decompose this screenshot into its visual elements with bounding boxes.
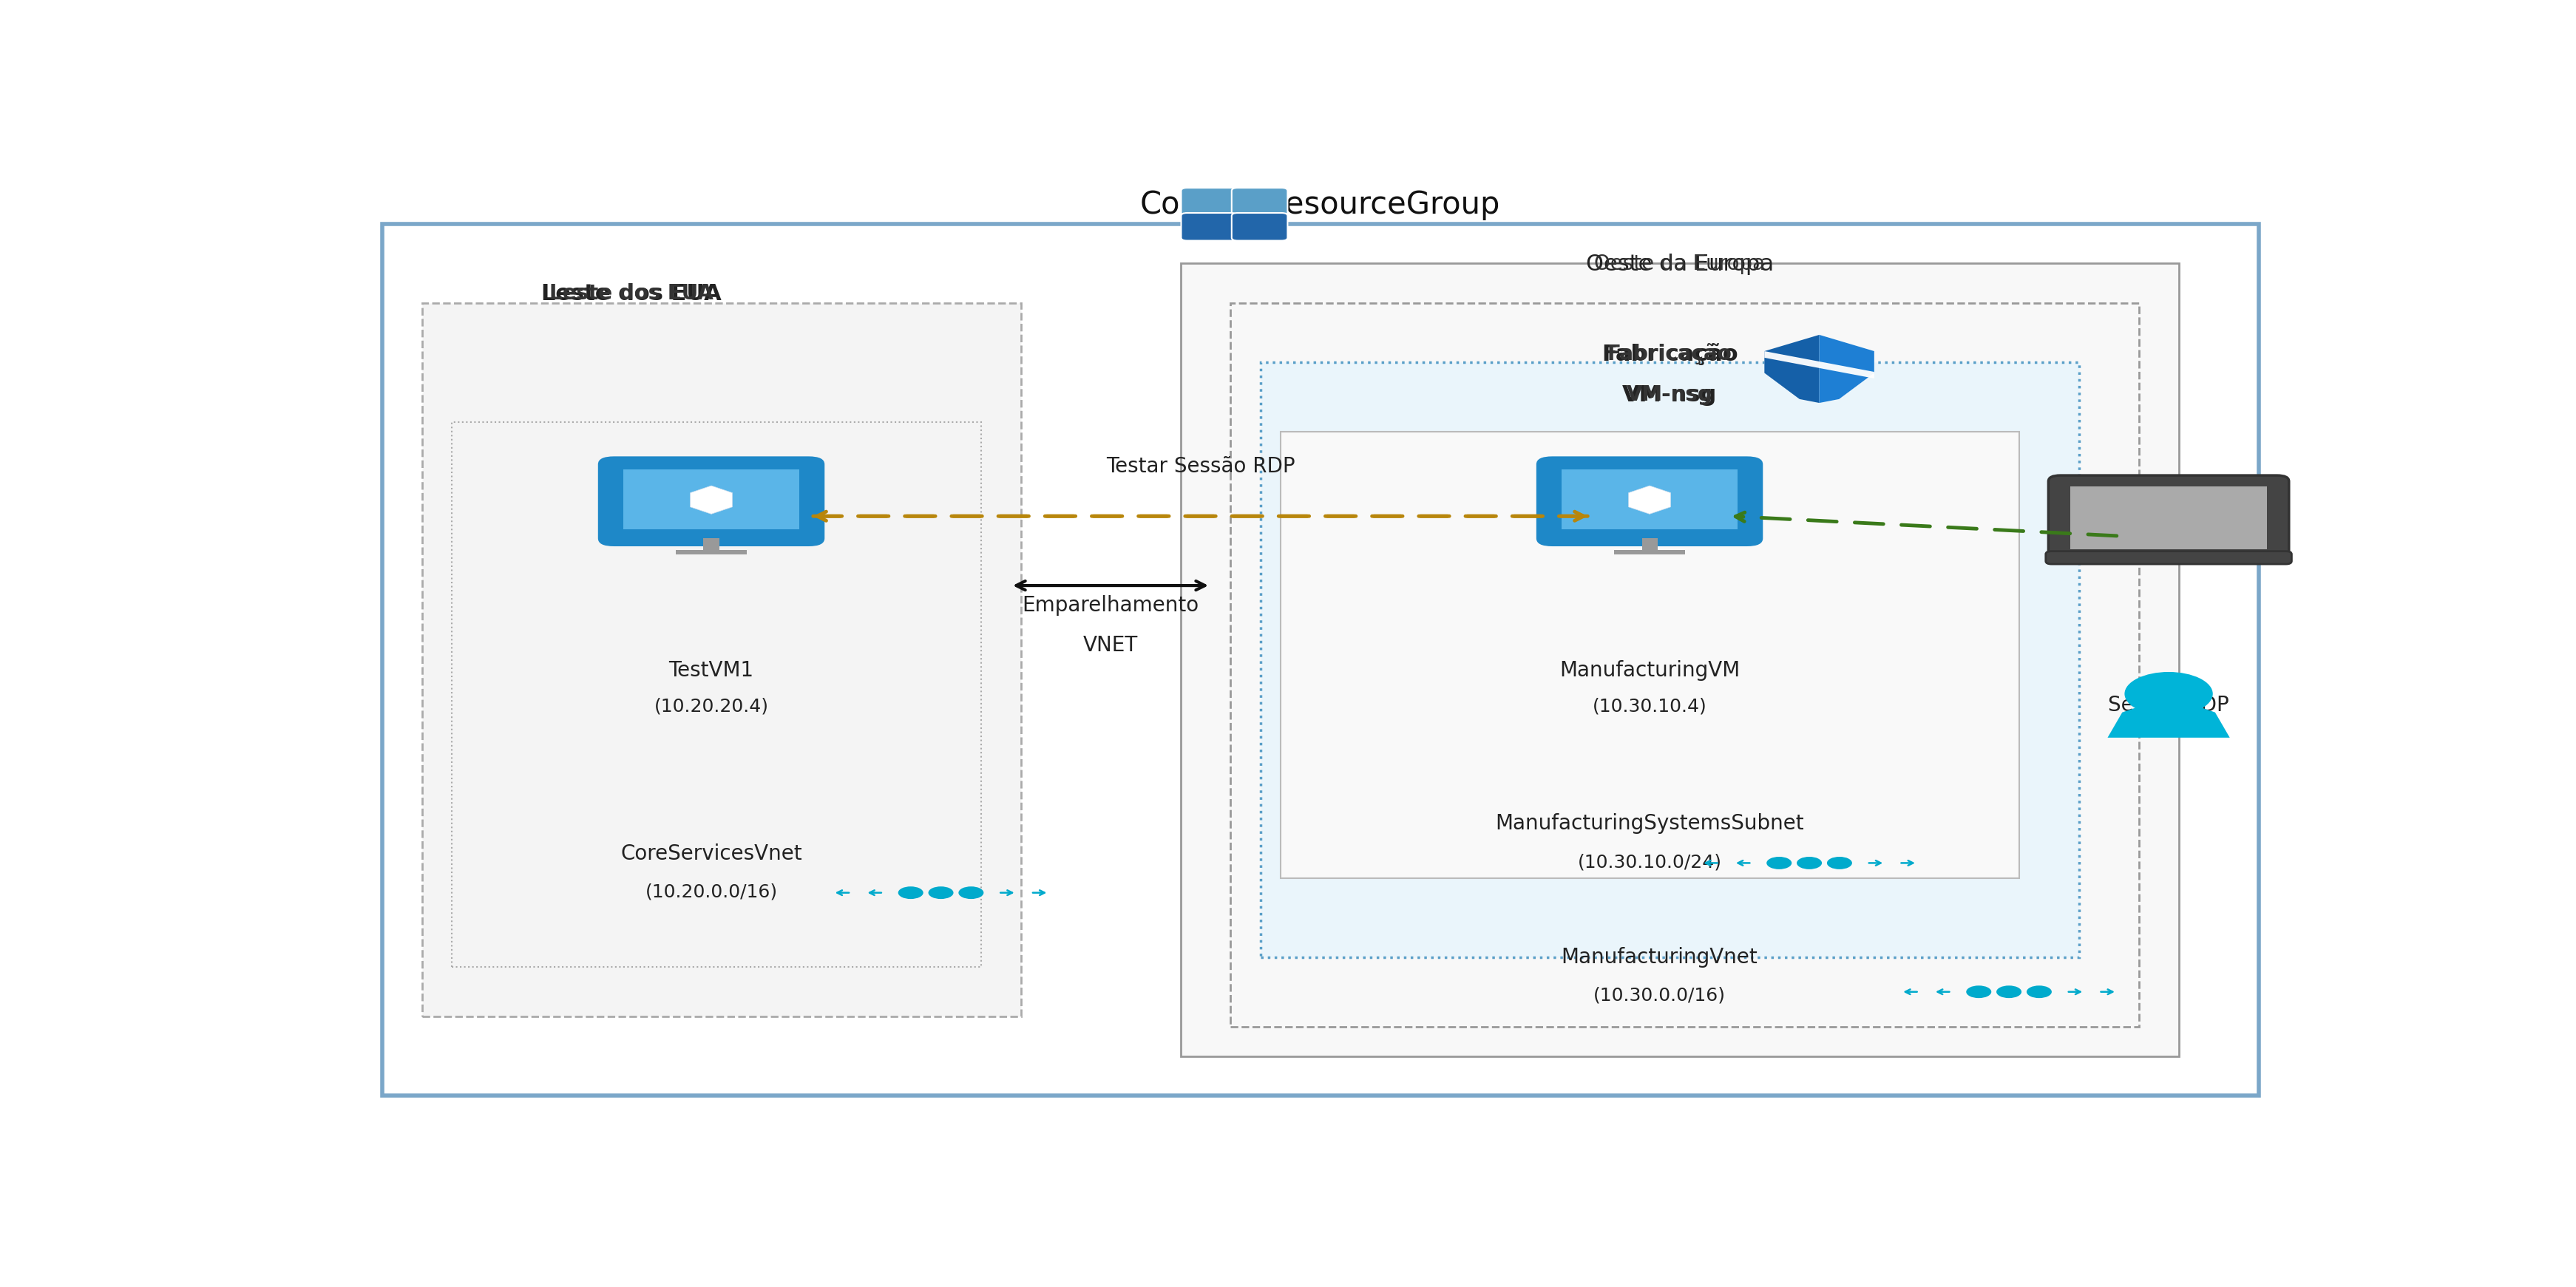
- Bar: [451, 422, 981, 967]
- Text: Emparelhamento: Emparelhamento: [1023, 596, 1198, 616]
- Text: ContosoResourceGroup: ContosoResourceGroup: [1141, 189, 1499, 220]
- Polygon shape: [1765, 335, 1875, 403]
- Text: (10.20.0.0/16): (10.20.0.0/16): [644, 883, 778, 901]
- Bar: [422, 304, 1020, 1017]
- Bar: [1280, 432, 2020, 878]
- FancyBboxPatch shape: [2048, 475, 2290, 560]
- Circle shape: [958, 887, 984, 900]
- Text: Fabricação: Fabricação: [1602, 342, 1739, 366]
- FancyBboxPatch shape: [1182, 212, 1236, 241]
- Text: Sessão RDP: Sessão RDP: [2107, 695, 2228, 716]
- Polygon shape: [1628, 485, 1672, 514]
- Circle shape: [927, 887, 953, 900]
- Text: (10.30.10.0/24): (10.30.10.0/24): [1577, 853, 1721, 871]
- Text: VM-nsg: VM-nsg: [1623, 385, 1718, 405]
- Bar: [1180, 264, 2179, 1057]
- FancyBboxPatch shape: [1231, 188, 1288, 216]
- Polygon shape: [2107, 703, 2231, 737]
- Text: TestVM1: TestVM1: [670, 660, 755, 681]
- Bar: [1231, 304, 2138, 1027]
- Bar: [2071, 486, 2267, 550]
- FancyBboxPatch shape: [1561, 470, 1739, 529]
- Text: Leste dos EUA: Leste dos EUA: [549, 283, 714, 304]
- Polygon shape: [1819, 335, 1875, 403]
- Bar: [675, 550, 747, 555]
- Text: ManufacturingSystemsSubnet: ManufacturingSystemsSubnet: [1494, 813, 1803, 834]
- Text: (10.20.20.4): (10.20.20.4): [654, 698, 768, 716]
- Text: ManufacturingVM: ManufacturingVM: [1558, 660, 1739, 681]
- Text: Fabricação: Fabricação: [1607, 342, 1731, 364]
- Text: (10.30.10.4): (10.30.10.4): [1592, 698, 1708, 716]
- Circle shape: [1965, 986, 1991, 999]
- Circle shape: [1795, 857, 1821, 869]
- Circle shape: [1996, 986, 2022, 999]
- FancyBboxPatch shape: [1182, 188, 1236, 216]
- Bar: [1615, 550, 1685, 555]
- FancyBboxPatch shape: [598, 457, 824, 546]
- Polygon shape: [690, 485, 732, 514]
- FancyBboxPatch shape: [623, 470, 799, 529]
- Circle shape: [899, 887, 922, 900]
- Text: VNET: VNET: [1082, 634, 1139, 656]
- Polygon shape: [1765, 335, 1819, 403]
- Bar: [703, 538, 719, 550]
- Text: VM-nsg: VM-nsg: [1625, 385, 1713, 405]
- Circle shape: [2027, 986, 2050, 999]
- FancyBboxPatch shape: [2045, 551, 2293, 564]
- Bar: [1260, 363, 2079, 958]
- Text: Oeste da Europa: Oeste da Europa: [1595, 254, 1765, 274]
- Text: Leste dos EUA: Leste dos EUA: [541, 283, 721, 305]
- Polygon shape: [1765, 351, 1875, 378]
- Text: Testar Sessão RDP: Testar Sessão RDP: [1105, 456, 1296, 476]
- FancyBboxPatch shape: [1535, 457, 1762, 546]
- Text: Oeste da Europa: Oeste da Europa: [1587, 254, 1772, 275]
- Bar: [381, 224, 2259, 1097]
- Text: ManufacturingVnet: ManufacturingVnet: [1561, 947, 1757, 968]
- Circle shape: [1767, 857, 1793, 869]
- Circle shape: [2125, 672, 2213, 716]
- FancyBboxPatch shape: [1231, 212, 1288, 241]
- Text: CoreServicesVnet: CoreServicesVnet: [621, 843, 801, 864]
- Circle shape: [1826, 857, 1852, 869]
- Bar: [1641, 538, 1656, 550]
- Text: (10.30.0.0/16): (10.30.0.0/16): [1595, 987, 1726, 1005]
